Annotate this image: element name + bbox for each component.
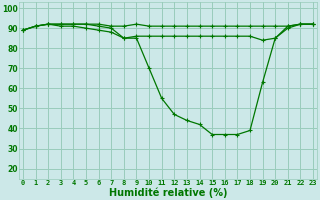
X-axis label: Humidité relative (%): Humidité relative (%) <box>109 187 227 198</box>
